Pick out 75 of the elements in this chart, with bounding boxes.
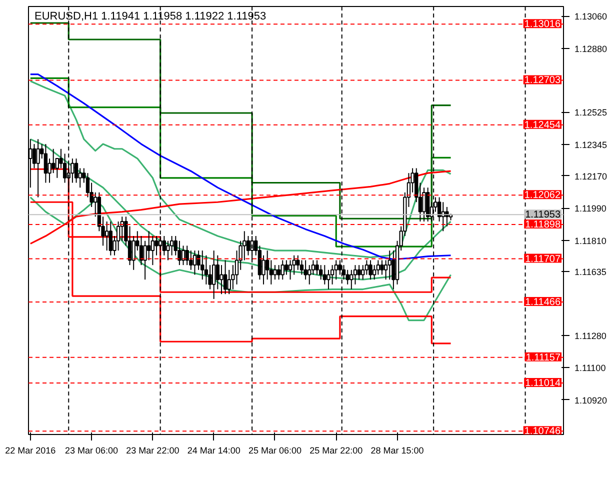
x-tick-label: 23 Mar 06:00	[65, 446, 118, 456]
candlestick	[212, 250, 216, 300]
candlestick	[116, 220, 120, 252]
candlestick	[36, 138, 40, 198]
candlestick	[166, 240, 170, 261]
candlestick	[52, 148, 56, 174]
ref-line-label: 1.12454	[524, 120, 561, 131]
y-tick-label: 1.11810	[574, 236, 606, 246]
candlestick	[322, 264, 326, 285]
candlestick	[220, 264, 224, 295]
ref-line-label: 1.11953	[525, 210, 561, 221]
y-tick-label: 1.11635	[574, 267, 606, 278]
ref-line-label: 1.12062	[524, 190, 561, 202]
y-tick-label: 1.11100	[574, 363, 606, 374]
candlestick	[181, 245, 186, 266]
candlestick	[273, 264, 277, 280]
candlestick	[300, 260, 304, 276]
candlestick	[216, 254, 220, 290]
candlestick	[147, 230, 151, 261]
candlestick	[74, 158, 78, 184]
candlestick	[346, 269, 350, 285]
line-series	[30, 196, 452, 322]
candlestick	[108, 220, 112, 256]
candlestick	[276, 264, 281, 280]
ref-line-label: 1.11014	[525, 378, 561, 390]
candlestick	[380, 260, 384, 276]
y-tick-label: 1.12345	[574, 140, 608, 150]
chart-title: EURUSD,H1 1.11941 1.11958 1.11922 1.11953	[34, 10, 266, 22]
x-tick-label: 24 Mar 14:00	[187, 446, 240, 456]
ref-line-label: 1.13016	[524, 19, 561, 30]
candlestick	[292, 254, 296, 276]
y-tick-label: 1.11990	[574, 204, 606, 214]
x-tick-label: 25 Mar 06:00	[248, 446, 302, 456]
candlestick	[223, 260, 228, 295]
y-tick-label: 1.13060	[574, 12, 608, 22]
candlestick	[178, 240, 182, 266]
y-tick-label: 1.12525	[574, 108, 608, 118]
candlestick	[368, 260, 372, 280]
candlestick	[185, 245, 189, 266]
candlestick	[284, 260, 288, 276]
candlestick	[350, 269, 354, 290]
y-tick-label: 1.11280	[574, 330, 606, 341]
y-tick-label: 1.12170	[574, 171, 608, 182]
candlestick	[266, 250, 270, 280]
candlestick	[364, 260, 369, 276]
ref-line-label: 1.12703	[524, 75, 561, 86]
y-tick-label: 1.10920	[574, 395, 608, 406]
line-series	[30, 138, 452, 280]
candlestick	[192, 250, 197, 276]
candlestick	[280, 260, 284, 280]
candlestick	[334, 260, 338, 280]
ref-line-label: 1.11157	[526, 352, 561, 364]
candlestick	[227, 269, 231, 295]
ref-line-label: 1.10746	[524, 426, 561, 438]
candlestick	[200, 250, 204, 280]
ref-line-label: 1.11898	[525, 220, 561, 231]
candlestick	[105, 220, 109, 252]
y-tick-label: 1.12880	[574, 44, 608, 54]
candlestick	[422, 187, 426, 222]
candlestick	[357, 264, 361, 280]
candlestick	[288, 260, 292, 280]
candlestick	[170, 236, 174, 256]
x-tick-label: 23 Mar 22:00	[126, 446, 180, 456]
candlestick	[326, 269, 330, 290]
candlestick	[296, 254, 300, 270]
candlestick	[376, 260, 380, 276]
x-tick-label: 25 Mar 22:00	[310, 446, 363, 456]
x-tick-label: 22 Mar 2016	[5, 446, 56, 456]
x-tick-label: 28 Mar 15:00	[370, 446, 424, 456]
candlestick	[304, 260, 308, 280]
candlestick	[44, 144, 48, 184]
ref-line-label: 1.11707	[525, 254, 561, 265]
candlestick	[388, 250, 392, 280]
candlestick	[315, 260, 319, 276]
ref-line-label: 1.11466	[525, 296, 561, 308]
